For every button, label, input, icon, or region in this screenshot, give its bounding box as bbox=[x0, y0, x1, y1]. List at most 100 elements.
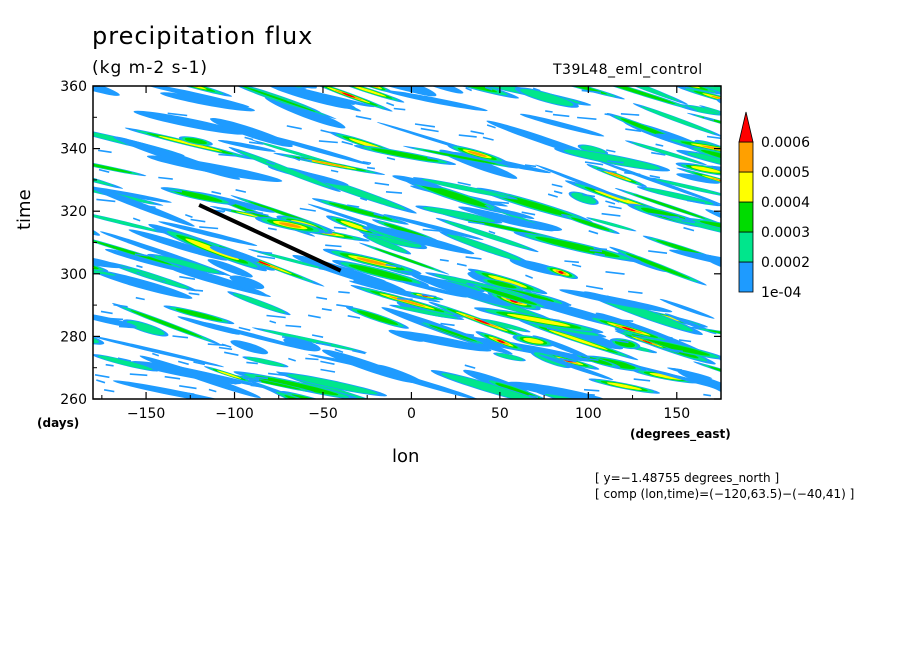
precip-streak bbox=[435, 217, 539, 253]
precip-streak bbox=[416, 320, 490, 346]
precip-streak bbox=[177, 316, 240, 335]
precip-streak bbox=[160, 92, 255, 112]
precip-streak bbox=[716, 98, 721, 116]
precip-fragment bbox=[96, 379, 106, 384]
precip-contour-level-6 bbox=[497, 339, 505, 344]
precip-fragment bbox=[266, 161, 276, 165]
precip-contour-level-5 bbox=[607, 171, 627, 180]
precip-fragment bbox=[352, 349, 366, 355]
precip-fragment bbox=[316, 296, 328, 300]
precip-streak bbox=[204, 366, 255, 384]
precip-fragment bbox=[105, 363, 114, 367]
precip-contour-level-3 bbox=[700, 149, 721, 169]
y-tick-label: 280 bbox=[60, 329, 87, 345]
precip-contour-level-4 bbox=[340, 220, 369, 231]
precip-fragment bbox=[353, 279, 373, 285]
precip-fragment bbox=[330, 169, 339, 173]
precip-fragment bbox=[181, 391, 195, 395]
precip-contour-level-1 bbox=[391, 330, 492, 352]
precip-fragment bbox=[307, 314, 321, 319]
precip-streak bbox=[389, 304, 465, 320]
precip-fragment bbox=[612, 339, 629, 344]
colorbar-level-label: 0.0002 bbox=[761, 255, 810, 271]
precip-streak bbox=[543, 265, 579, 280]
precip-fragment bbox=[480, 346, 491, 349]
precip-streak bbox=[596, 160, 721, 206]
precip-fragment bbox=[628, 290, 643, 294]
precip-contour-level-2 bbox=[716, 387, 721, 399]
precip-fragment bbox=[292, 340, 313, 344]
precip-contour-level-1 bbox=[626, 363, 721, 396]
precip-fragment bbox=[706, 135, 721, 140]
precip-contour-level-2 bbox=[655, 179, 721, 196]
precip-contour-level-1 bbox=[160, 92, 255, 112]
precip-fragment bbox=[585, 285, 604, 290]
x-unit-label: (degrees_east) bbox=[630, 427, 731, 441]
precip-fragment bbox=[218, 153, 236, 157]
precip-contour-level-3 bbox=[93, 240, 172, 265]
precip-contour-level-1 bbox=[716, 98, 721, 116]
precip-fragment bbox=[457, 181, 471, 186]
precip-contour-level-5 bbox=[467, 150, 487, 157]
precip-contour-level-1 bbox=[217, 139, 276, 152]
precip-streak bbox=[439, 231, 529, 264]
precip-fragment bbox=[293, 156, 301, 162]
precip-contour-level-5 bbox=[278, 222, 302, 228]
precip-contour-level-1 bbox=[388, 329, 424, 342]
precip-contour-level-3 bbox=[570, 217, 610, 231]
precip-fragment bbox=[605, 200, 616, 205]
precip-contour-level-1 bbox=[535, 164, 628, 201]
precip-fragment bbox=[299, 207, 316, 212]
precip-streak bbox=[493, 352, 526, 362]
precip-fragment bbox=[179, 385, 197, 390]
precip-fragment bbox=[288, 357, 296, 362]
precip-fragment bbox=[341, 140, 354, 146]
precip-fragment bbox=[158, 176, 173, 180]
precip-fragment bbox=[465, 256, 482, 260]
precip-fragment bbox=[552, 113, 570, 118]
precip-streak bbox=[406, 291, 444, 301]
precip-fragment bbox=[458, 134, 477, 138]
precip-fragment bbox=[559, 357, 577, 363]
precip-streak bbox=[207, 259, 253, 278]
precip-fragment bbox=[465, 87, 473, 92]
precip-streak bbox=[229, 275, 265, 290]
precip-fragment bbox=[185, 213, 193, 219]
precip-fragment bbox=[155, 229, 164, 233]
precip-streak bbox=[584, 315, 674, 343]
precip-streak bbox=[415, 205, 503, 224]
precip-fragment bbox=[678, 339, 692, 343]
precip-fragment bbox=[321, 308, 332, 312]
precip-contour-level-3 bbox=[535, 236, 620, 258]
precip-streak bbox=[255, 216, 326, 234]
x-tick-label: 0 bbox=[407, 406, 416, 422]
precip-streak bbox=[614, 330, 680, 354]
precip-streak bbox=[729, 398, 764, 411]
precip-streak bbox=[122, 319, 169, 337]
precip-contour-level-2 bbox=[421, 179, 509, 198]
precip-streak bbox=[132, 86, 233, 97]
precip-contour-level-1 bbox=[348, 280, 441, 303]
y-tick-label: 340 bbox=[60, 142, 87, 158]
precip-streak bbox=[322, 248, 422, 275]
precip-contour-level-1 bbox=[392, 175, 443, 189]
note-latitude: [ y=−1.48755 degrees_north ] bbox=[595, 471, 780, 485]
precip-contour-level-1 bbox=[93, 269, 193, 299]
precip-fragment bbox=[608, 205, 622, 210]
precip-contour-level-1 bbox=[133, 110, 245, 135]
precip-contour-level-4 bbox=[451, 72, 471, 81]
precip-fragment bbox=[269, 320, 277, 324]
precip-fragment bbox=[606, 149, 616, 153]
precip-streak bbox=[399, 280, 468, 298]
precip-fragment bbox=[240, 286, 250, 291]
precip-fragment bbox=[164, 375, 181, 380]
precip-contour-level-3 bbox=[642, 339, 711, 356]
precip-fragment bbox=[246, 361, 258, 365]
precip-contour-level-5 bbox=[356, 257, 389, 266]
precip-fragment bbox=[318, 140, 338, 144]
precip-fragment bbox=[216, 207, 232, 212]
precip-fragment bbox=[254, 376, 268, 380]
precip-fragment bbox=[199, 226, 219, 230]
precip-fragment bbox=[385, 263, 402, 268]
precip-contour-level-3 bbox=[735, 400, 758, 408]
